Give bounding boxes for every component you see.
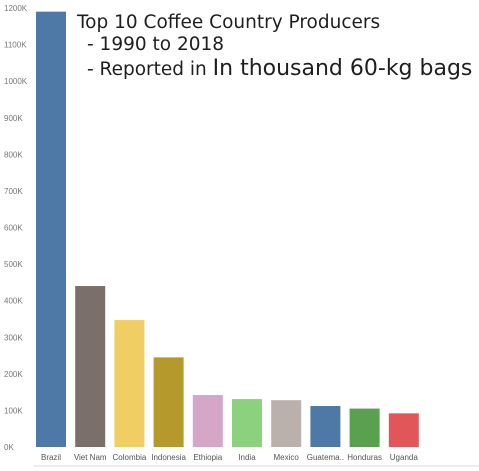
y-axis: 0K 100K 200K 300K 400K 500K 600K 700K 800K 900K 10…	[4, 4, 28, 452]
chart-title-units: In thousand 60-kg bags	[212, 55, 473, 81]
chart-title-line-3: - Reported in In thousand 60-kg bags	[77, 56, 472, 82]
y-tick-label: 700K	[4, 187, 23, 196]
x-tick-label: Colombia	[113, 453, 147, 462]
x-tick-label: Honduras	[347, 453, 382, 462]
x-tick-label: Mexico	[274, 453, 300, 462]
chart-title-line-3-prefix: - Reported in	[87, 58, 213, 80]
y-tick-label: 400K	[4, 297, 23, 306]
bar-india[interactable]	[232, 399, 262, 447]
chart-title-line-1: Top 10 Coffee Country Producers	[77, 12, 381, 33]
y-tick-label: 1200K	[4, 4, 28, 13]
x-tick-label: Guatema..	[307, 453, 344, 462]
bar-ethiopia[interactable]	[192, 395, 223, 447]
x-tick-label: Ethiopia	[193, 453, 222, 462]
y-tick-label: 1000K	[4, 77, 28, 86]
x-axis: Brazil Viet Nam Colombia Indonesia Ethiopia I…	[41, 453, 418, 462]
y-tick-label: 200K	[4, 370, 23, 379]
y-tick-label: 100K	[4, 406, 23, 415]
bar-guatema[interactable]	[310, 406, 341, 447]
bar-viet-nam[interactable]	[75, 286, 106, 447]
bar-uganda[interactable]	[388, 413, 419, 447]
y-tick-label: 0K	[4, 443, 14, 452]
y-tick-label: 900K	[4, 114, 23, 123]
y-tick-label: 1100K	[4, 41, 27, 50]
bar-brazil[interactable]	[36, 11, 66, 448]
y-tick-label: 300K	[4, 333, 23, 342]
x-tick-label: Viet Nam	[74, 453, 107, 462]
x-tick-label: Indonesia	[151, 453, 186, 462]
y-tick-label: 600K	[4, 224, 23, 233]
chart-title-line-2: - 1990 to 2018	[87, 33, 225, 55]
x-tick-label: Uganda	[390, 453, 419, 462]
bar-indonesia[interactable]	[153, 357, 184, 447]
bar-mexico[interactable]	[271, 400, 302, 447]
bar-colombia[interactable]	[114, 320, 145, 447]
bar-honduras[interactable]	[349, 408, 380, 447]
x-tick-label: Brazil	[41, 453, 61, 462]
chart-title: Top 10 Coffee Country Producers - 1990 t…	[77, 12, 472, 82]
y-tick-label: 800K	[4, 150, 23, 159]
bars	[36, 11, 419, 448]
y-tick-label: 500K	[4, 260, 23, 269]
x-tick-label: India	[238, 453, 256, 462]
